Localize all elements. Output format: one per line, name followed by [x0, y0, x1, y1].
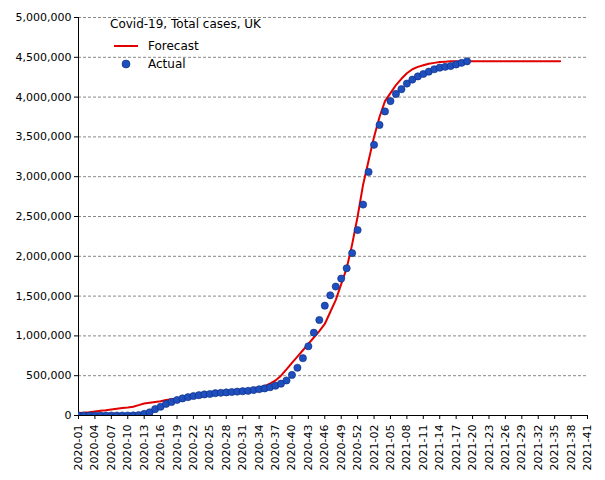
svg-text:2021-26: 2021-26	[499, 425, 512, 471]
svg-text:2020-28: 2020-28	[220, 425, 233, 471]
svg-text:2021-08: 2021-08	[400, 425, 413, 471]
svg-text:2021-29: 2021-29	[515, 425, 528, 471]
svg-text:2020-10: 2020-10	[121, 425, 134, 471]
svg-text:4,000,000: 4,000,000	[16, 91, 72, 104]
svg-text:2021-32: 2021-32	[532, 425, 545, 471]
svg-text:3,500,000: 3,500,000	[16, 130, 72, 143]
svg-text:2021-11: 2021-11	[417, 425, 430, 471]
svg-text:5,000,000: 5,000,000	[16, 11, 72, 24]
svg-text:Covid-19, Total cases, UK: Covid-19, Total cases, UK	[110, 17, 262, 31]
svg-text:2020-43: 2020-43	[302, 425, 315, 471]
svg-text:2020-25: 2020-25	[203, 425, 216, 471]
svg-text:2021-05: 2021-05	[384, 425, 397, 471]
svg-text:2020-04: 2020-04	[88, 425, 101, 471]
svg-text:2021-38: 2021-38	[565, 425, 578, 471]
svg-text:2020-22: 2020-22	[187, 425, 200, 471]
svg-text:2021-02: 2021-02	[368, 425, 381, 471]
svg-text:2020-40: 2020-40	[285, 425, 298, 471]
svg-text:2020-01: 2020-01	[72, 425, 85, 471]
svg-text:2021-23: 2021-23	[483, 425, 496, 471]
svg-text:0: 0	[65, 409, 72, 422]
svg-text:2021-17: 2021-17	[450, 425, 463, 471]
svg-text:2021-14: 2021-14	[433, 425, 446, 471]
svg-text:2021-41: 2021-41	[581, 425, 594, 471]
svg-text:2020-52: 2020-52	[351, 425, 364, 471]
svg-text:2020-31: 2020-31	[236, 425, 249, 471]
svg-text:2020-19: 2020-19	[171, 425, 184, 471]
svg-text:2,000,000: 2,000,000	[16, 250, 72, 263]
svg-text:1,000,000: 1,000,000	[16, 329, 72, 342]
svg-text:500,000: 500,000	[26, 369, 72, 382]
svg-text:2020-37: 2020-37	[269, 425, 282, 471]
svg-text:1,500,000: 1,500,000	[16, 290, 72, 303]
svg-text:2021-35: 2021-35	[548, 425, 561, 471]
svg-text:3,000,000: 3,000,000	[16, 170, 72, 183]
svg-text:2020-16: 2020-16	[154, 425, 167, 471]
svg-text:2021-20: 2021-20	[466, 425, 479, 471]
svg-text:2020-49: 2020-49	[335, 425, 348, 471]
svg-text:2020-46: 2020-46	[318, 425, 331, 471]
svg-text:Forecast: Forecast	[148, 39, 199, 53]
svg-text:4,500,000: 4,500,000	[16, 51, 72, 64]
svg-text:2,500,000: 2,500,000	[16, 210, 72, 223]
svg-text:Actual: Actual	[148, 57, 186, 71]
svg-text:2020-34: 2020-34	[253, 425, 266, 471]
svg-text:2020-07: 2020-07	[105, 425, 118, 471]
svg-text:2020-13: 2020-13	[138, 425, 151, 471]
